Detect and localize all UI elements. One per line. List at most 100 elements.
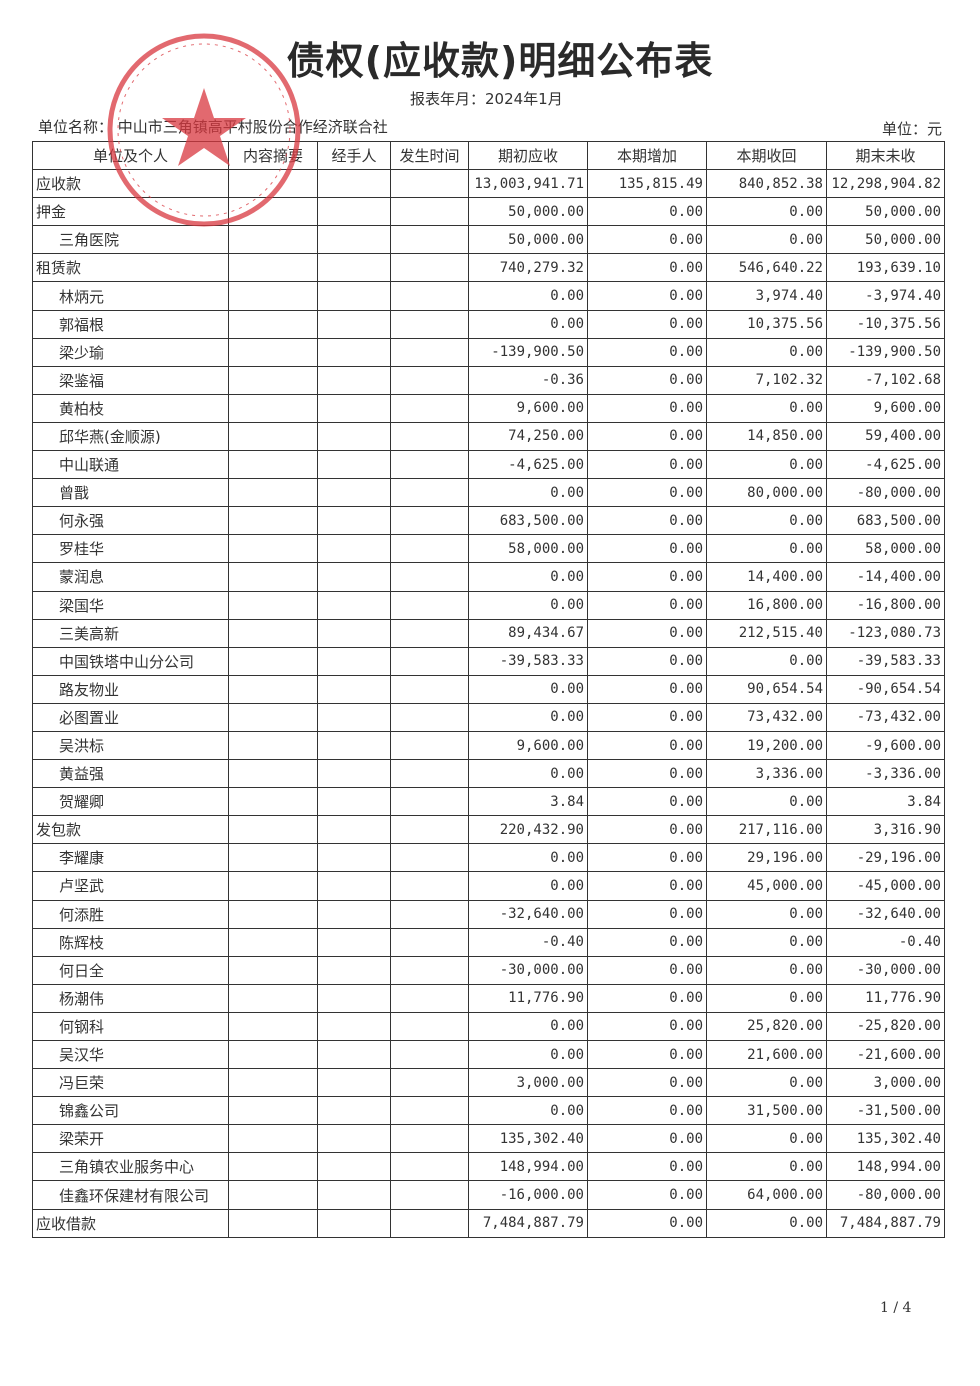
empty-cell	[228, 1208, 318, 1238]
empty-cell	[317, 506, 391, 536]
empty-cell	[390, 899, 469, 929]
row-name: 何永强	[32, 506, 229, 536]
opening-receivable-cell: 740,279.32	[468, 253, 588, 283]
period-increase-cell: 0.00	[587, 702, 707, 732]
empty-cell	[228, 1152, 318, 1182]
empty-cell	[317, 590, 391, 620]
row-name: 必图置业	[32, 702, 229, 732]
closing-outstanding-cell: -7,102.68	[826, 365, 945, 395]
period-collected-cell: 14,850.00	[706, 421, 827, 452]
column-header: 经手人	[317, 140, 391, 171]
empty-cell	[390, 1011, 469, 1042]
empty-cell	[228, 618, 318, 648]
opening-receivable-cell: -0.36	[468, 365, 588, 395]
empty-cell	[390, 1039, 469, 1070]
empty-cell	[228, 730, 318, 761]
table-row: 梁鉴福 -0.36 0.00 7,102.32 -7,102.68	[32, 365, 945, 395]
row-name: 三角医院	[32, 225, 229, 255]
opening-receivable-cell: 0.00	[468, 871, 588, 901]
empty-cell	[317, 225, 391, 255]
row-name: 梁荣开	[32, 1124, 229, 1154]
receivables-table: 单位及个人 内容摘要 经手人 发生时间 期初应收 本期增加 本期收回 期末未收 …	[32, 140, 945, 1238]
period-increase-cell: 0.00	[587, 225, 707, 255]
empty-cell	[317, 646, 391, 676]
closing-outstanding-cell: 50,000.00	[826, 197, 945, 227]
period-increase-cell: 0.00	[587, 1096, 707, 1126]
row-name: 曾戬	[32, 478, 229, 508]
empty-cell	[390, 281, 469, 311]
period-increase-cell: 0.00	[587, 562, 707, 592]
opening-receivable-cell: 0.00	[468, 843, 588, 873]
opening-receivable-cell: 58,000.00	[468, 534, 588, 564]
empty-cell	[228, 646, 318, 676]
opening-receivable-cell: 74,250.00	[468, 421, 588, 452]
table-row: 中山联通 -4,625.00 0.00 0.00 -4,625.00	[32, 450, 945, 480]
empty-cell	[390, 225, 469, 255]
closing-outstanding-cell: 58,000.00	[826, 534, 945, 564]
row-name: 吴汉华	[32, 1039, 229, 1070]
period-collected-cell: 29,196.00	[706, 843, 827, 873]
table-row: 吴汉华 0.00 0.00 21,600.00 -21,600.00	[32, 1039, 945, 1070]
empty-cell	[228, 1011, 318, 1042]
empty-cell	[228, 674, 318, 704]
closing-outstanding-cell: -29,196.00	[826, 843, 945, 873]
period-collected-cell: 0.00	[706, 955, 827, 985]
period-increase-cell: 0.00	[587, 1180, 707, 1210]
opening-receivable-cell: -139,900.50	[468, 337, 588, 367]
closing-outstanding-cell: 7,484,887.79	[826, 1208, 945, 1238]
empty-cell	[317, 169, 391, 199]
closing-outstanding-cell: 12,298,904.82	[826, 169, 945, 199]
closing-outstanding-cell: 59,400.00	[826, 421, 945, 452]
row-name: 罗桂华	[32, 534, 229, 564]
opening-receivable-cell: 0.00	[468, 590, 588, 620]
empty-cell	[317, 450, 391, 480]
row-name: 吴洪标	[32, 730, 229, 761]
row-name: 邱华燕(金顺源)	[32, 421, 229, 452]
empty-cell	[317, 843, 391, 873]
opening-receivable-cell: 148,994.00	[468, 1152, 588, 1182]
row-name: 押金	[32, 197, 229, 227]
period-collected-cell: 90,654.54	[706, 674, 827, 704]
row-name: 郭福根	[32, 309, 229, 339]
opening-receivable-cell: 0.00	[468, 1096, 588, 1126]
page-title: 债权(应收款)明细公布表	[286, 39, 714, 83]
table-row: 梁国华 0.00 0.00 16,800.00 -16,800.00	[32, 590, 945, 620]
empty-cell	[390, 730, 469, 761]
period-collected-cell: 14,400.00	[706, 562, 827, 592]
closing-outstanding-cell: 148,994.00	[826, 1152, 945, 1182]
opening-receivable-cell: 9,600.00	[468, 393, 588, 423]
empty-cell	[228, 562, 318, 592]
table-row: 锦鑫公司 0.00 0.00 31,500.00 -31,500.00	[32, 1096, 945, 1126]
opening-receivable-cell: 220,432.90	[468, 815, 588, 845]
closing-outstanding-cell: -14,400.00	[826, 562, 945, 592]
empty-cell	[317, 1124, 391, 1154]
period-increase-cell: 0.00	[587, 281, 707, 311]
empty-cell	[228, 1096, 318, 1126]
table-row: 罗桂华 58,000.00 0.00 0.00 58,000.00	[32, 534, 945, 564]
opening-receivable-cell: 0.00	[468, 674, 588, 704]
period-increase-cell: 0.00	[587, 1039, 707, 1070]
row-name: 佳鑫环保建材有限公司	[32, 1180, 229, 1210]
opening-receivable-cell: 7,484,887.79	[468, 1208, 588, 1238]
opening-receivable-cell: 3.84	[468, 787, 588, 817]
table-row: 押金 50,000.00 0.00 0.00 50,000.00	[32, 197, 945, 227]
empty-cell	[317, 618, 391, 648]
closing-outstanding-cell: -9,600.00	[826, 730, 945, 761]
period-increase-cell: 0.00	[587, 730, 707, 761]
period-increase-cell: 0.00	[587, 787, 707, 817]
row-name: 何添胜	[32, 899, 229, 929]
table-row: 郭福根 0.00 0.00 10,375.56 -10,375.56	[32, 309, 945, 339]
empty-cell	[317, 1096, 391, 1126]
table-row: 李耀康 0.00 0.00 29,196.00 -29,196.00	[32, 843, 945, 873]
opening-receivable-cell: 0.00	[468, 309, 588, 339]
empty-cell	[317, 253, 391, 283]
closing-outstanding-cell: -80,000.00	[826, 478, 945, 508]
row-name: 梁国华	[32, 590, 229, 620]
empty-cell	[228, 983, 318, 1013]
table-row: 发包款 220,432.90 0.00 217,116.00 3,316.90	[32, 815, 945, 845]
row-name: 黄益强	[32, 759, 229, 789]
empty-cell	[317, 337, 391, 367]
table-row: 何日全 -30,000.00 0.00 0.00 -30,000.00	[32, 955, 945, 985]
table-row: 中国铁塔中山分公司 -39,583.33 0.00 0.00 -39,583.33	[32, 646, 945, 676]
period-increase-cell: 0.00	[587, 983, 707, 1013]
